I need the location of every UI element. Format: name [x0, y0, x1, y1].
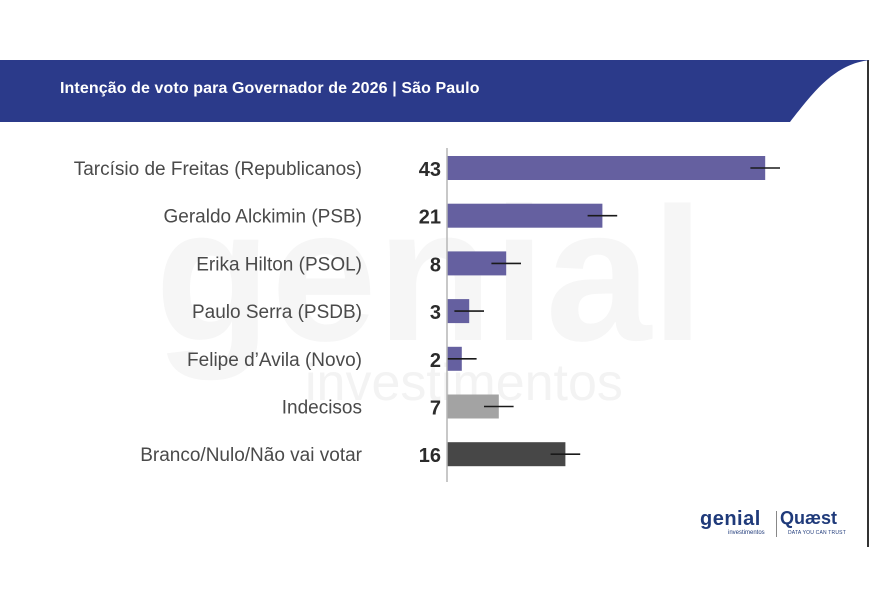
category-label: Paulo Serra (PSDB): [192, 302, 362, 323]
value-label: 21: [419, 207, 441, 229]
quaest-logo-sub: DATA YOU CAN TRUST: [788, 530, 846, 536]
value-label: 8: [430, 254, 441, 276]
genial-logo: genial: [700, 508, 761, 530]
category-label: Branco/Nulo/Não vai votar: [140, 445, 362, 466]
category-label: Indecisos: [282, 398, 362, 419]
value-label: 7: [430, 398, 441, 420]
value-label: 43: [419, 159, 441, 181]
bars-layer: Tarcísio de Freitas (Republicanos) 43 Gera…: [74, 156, 780, 467]
chart-frame: [0, 60, 870, 547]
logo-separator: [776, 511, 777, 537]
quaest-logo: Quæst: [780, 508, 838, 528]
category-label: Erika Hilton (PSOL): [196, 254, 362, 275]
value-label: 3: [430, 302, 441, 324]
bar: [447, 156, 766, 180]
category-label: Tarcísio de Freitas (Republicanos): [74, 159, 362, 180]
bar: [447, 203, 603, 228]
header-band: [0, 60, 870, 122]
category-label: Geraldo Alckimin (PSB): [163, 207, 362, 228]
footer-logos: genial investimentos Quæst DATA YOU CAN …: [700, 508, 850, 542]
frame-border: [867, 60, 869, 547]
bar: [447, 442, 566, 467]
value-label: 2: [430, 350, 441, 372]
chart-title: Intenção de voto para Governador de 2026…: [60, 80, 480, 97]
value-label: 16: [419, 445, 441, 467]
genial-logo-sub: investimentos: [728, 530, 765, 536]
category-label: Felipe d’Avila (Novo): [187, 350, 362, 371]
